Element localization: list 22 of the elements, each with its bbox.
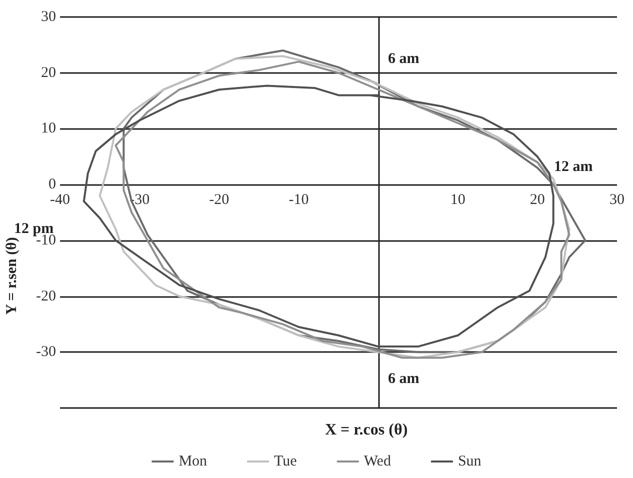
y-tick-label: 0	[48, 176, 56, 193]
legend-label: Mon	[178, 454, 208, 470]
y-tick-label: 20	[41, 64, 56, 81]
legend-label: Sun	[458, 454, 482, 470]
x-tick-label: 30	[610, 192, 624, 208]
x-tick-label: 10	[450, 192, 466, 208]
y-tick-label: -20	[36, 288, 56, 304]
x-tick-label: -40	[50, 192, 70, 208]
annotation: 12 am	[554, 159, 594, 175]
x-tick-label: 20	[530, 192, 545, 208]
legend-label: Wed	[364, 454, 392, 470]
y-tick-label: 10	[41, 120, 56, 137]
line-series	[82, 84, 554, 348]
x-tick-label: -20	[209, 192, 230, 208]
x-axis-title: X = r.cos (θ)	[325, 422, 408, 438]
annotation: 6 am	[388, 51, 420, 67]
y-axis-title: Y = r.sen (θ)	[4, 237, 20, 315]
y-tick-label: -30	[36, 344, 56, 360]
x-tick-label: -10	[288, 192, 309, 208]
y-tick-label: 30	[41, 9, 56, 25]
legend-label: Tue	[274, 454, 298, 470]
annotation: 6 am	[388, 371, 420, 387]
